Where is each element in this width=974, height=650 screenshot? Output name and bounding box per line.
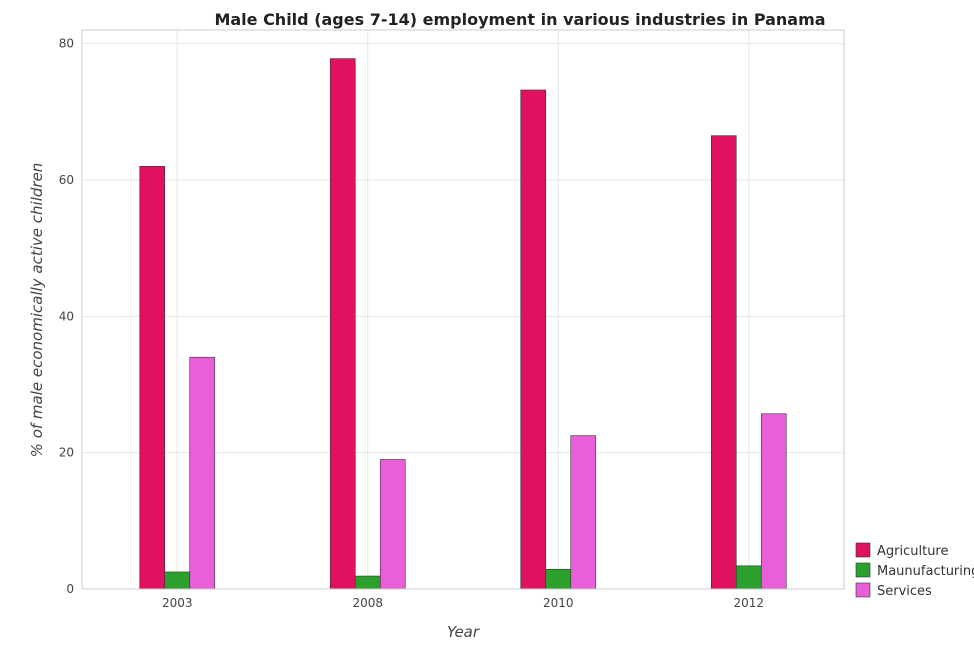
x-tick-label: 2003 <box>162 596 193 610</box>
bar-maunufacturing-2003 <box>164 571 191 590</box>
y-axis-label: % of male economically active children <box>28 163 46 458</box>
bar-agriculture-2012 <box>710 135 737 590</box>
y-tick-label: 60 <box>59 173 74 187</box>
bar-agriculture-2008 <box>329 58 356 590</box>
chart-title: Male Child (ages 7-14) employment in var… <box>214 10 825 29</box>
y-ticks: 0 20 40 60 80 <box>59 37 74 596</box>
bar-agriculture-2003 <box>139 166 166 590</box>
x-tick-label: 2010 <box>543 596 574 610</box>
y-tick-label: 40 <box>59 309 74 323</box>
legend-swatch <box>855 562 871 578</box>
legend-swatch <box>855 582 871 598</box>
legend-swatch <box>855 542 871 558</box>
bar-services-2010 <box>570 435 597 590</box>
legend-label: Agriculture <box>877 544 949 559</box>
y-tick-label: 80 <box>59 37 74 51</box>
bar-maunufacturing-2010 <box>545 568 572 590</box>
legend-label: Services <box>877 584 932 599</box>
bar-services-2008 <box>379 459 406 590</box>
bars <box>139 58 787 590</box>
bar-services-2012 <box>760 413 787 590</box>
legend-label: Maunufacturing <box>877 564 974 579</box>
bar-agriculture-2010 <box>520 89 547 590</box>
y-tick-label: 20 <box>59 446 74 460</box>
x-axis-label: Year <box>447 623 480 641</box>
legend: Agriculture Maunufacturing Services <box>855 542 974 599</box>
bar-maunufacturing-2012 <box>735 565 762 590</box>
x-tick-label: 2012 <box>733 596 764 610</box>
plot-frame <box>81 29 845 590</box>
bar-services-2003 <box>189 356 216 590</box>
x-ticks: 2003 2008 2010 2012 <box>162 596 764 610</box>
bar-maunufacturing-2008 <box>354 575 381 590</box>
x-tick-label: 2008 <box>352 596 383 610</box>
y-tick-label: 0 <box>66 582 74 596</box>
